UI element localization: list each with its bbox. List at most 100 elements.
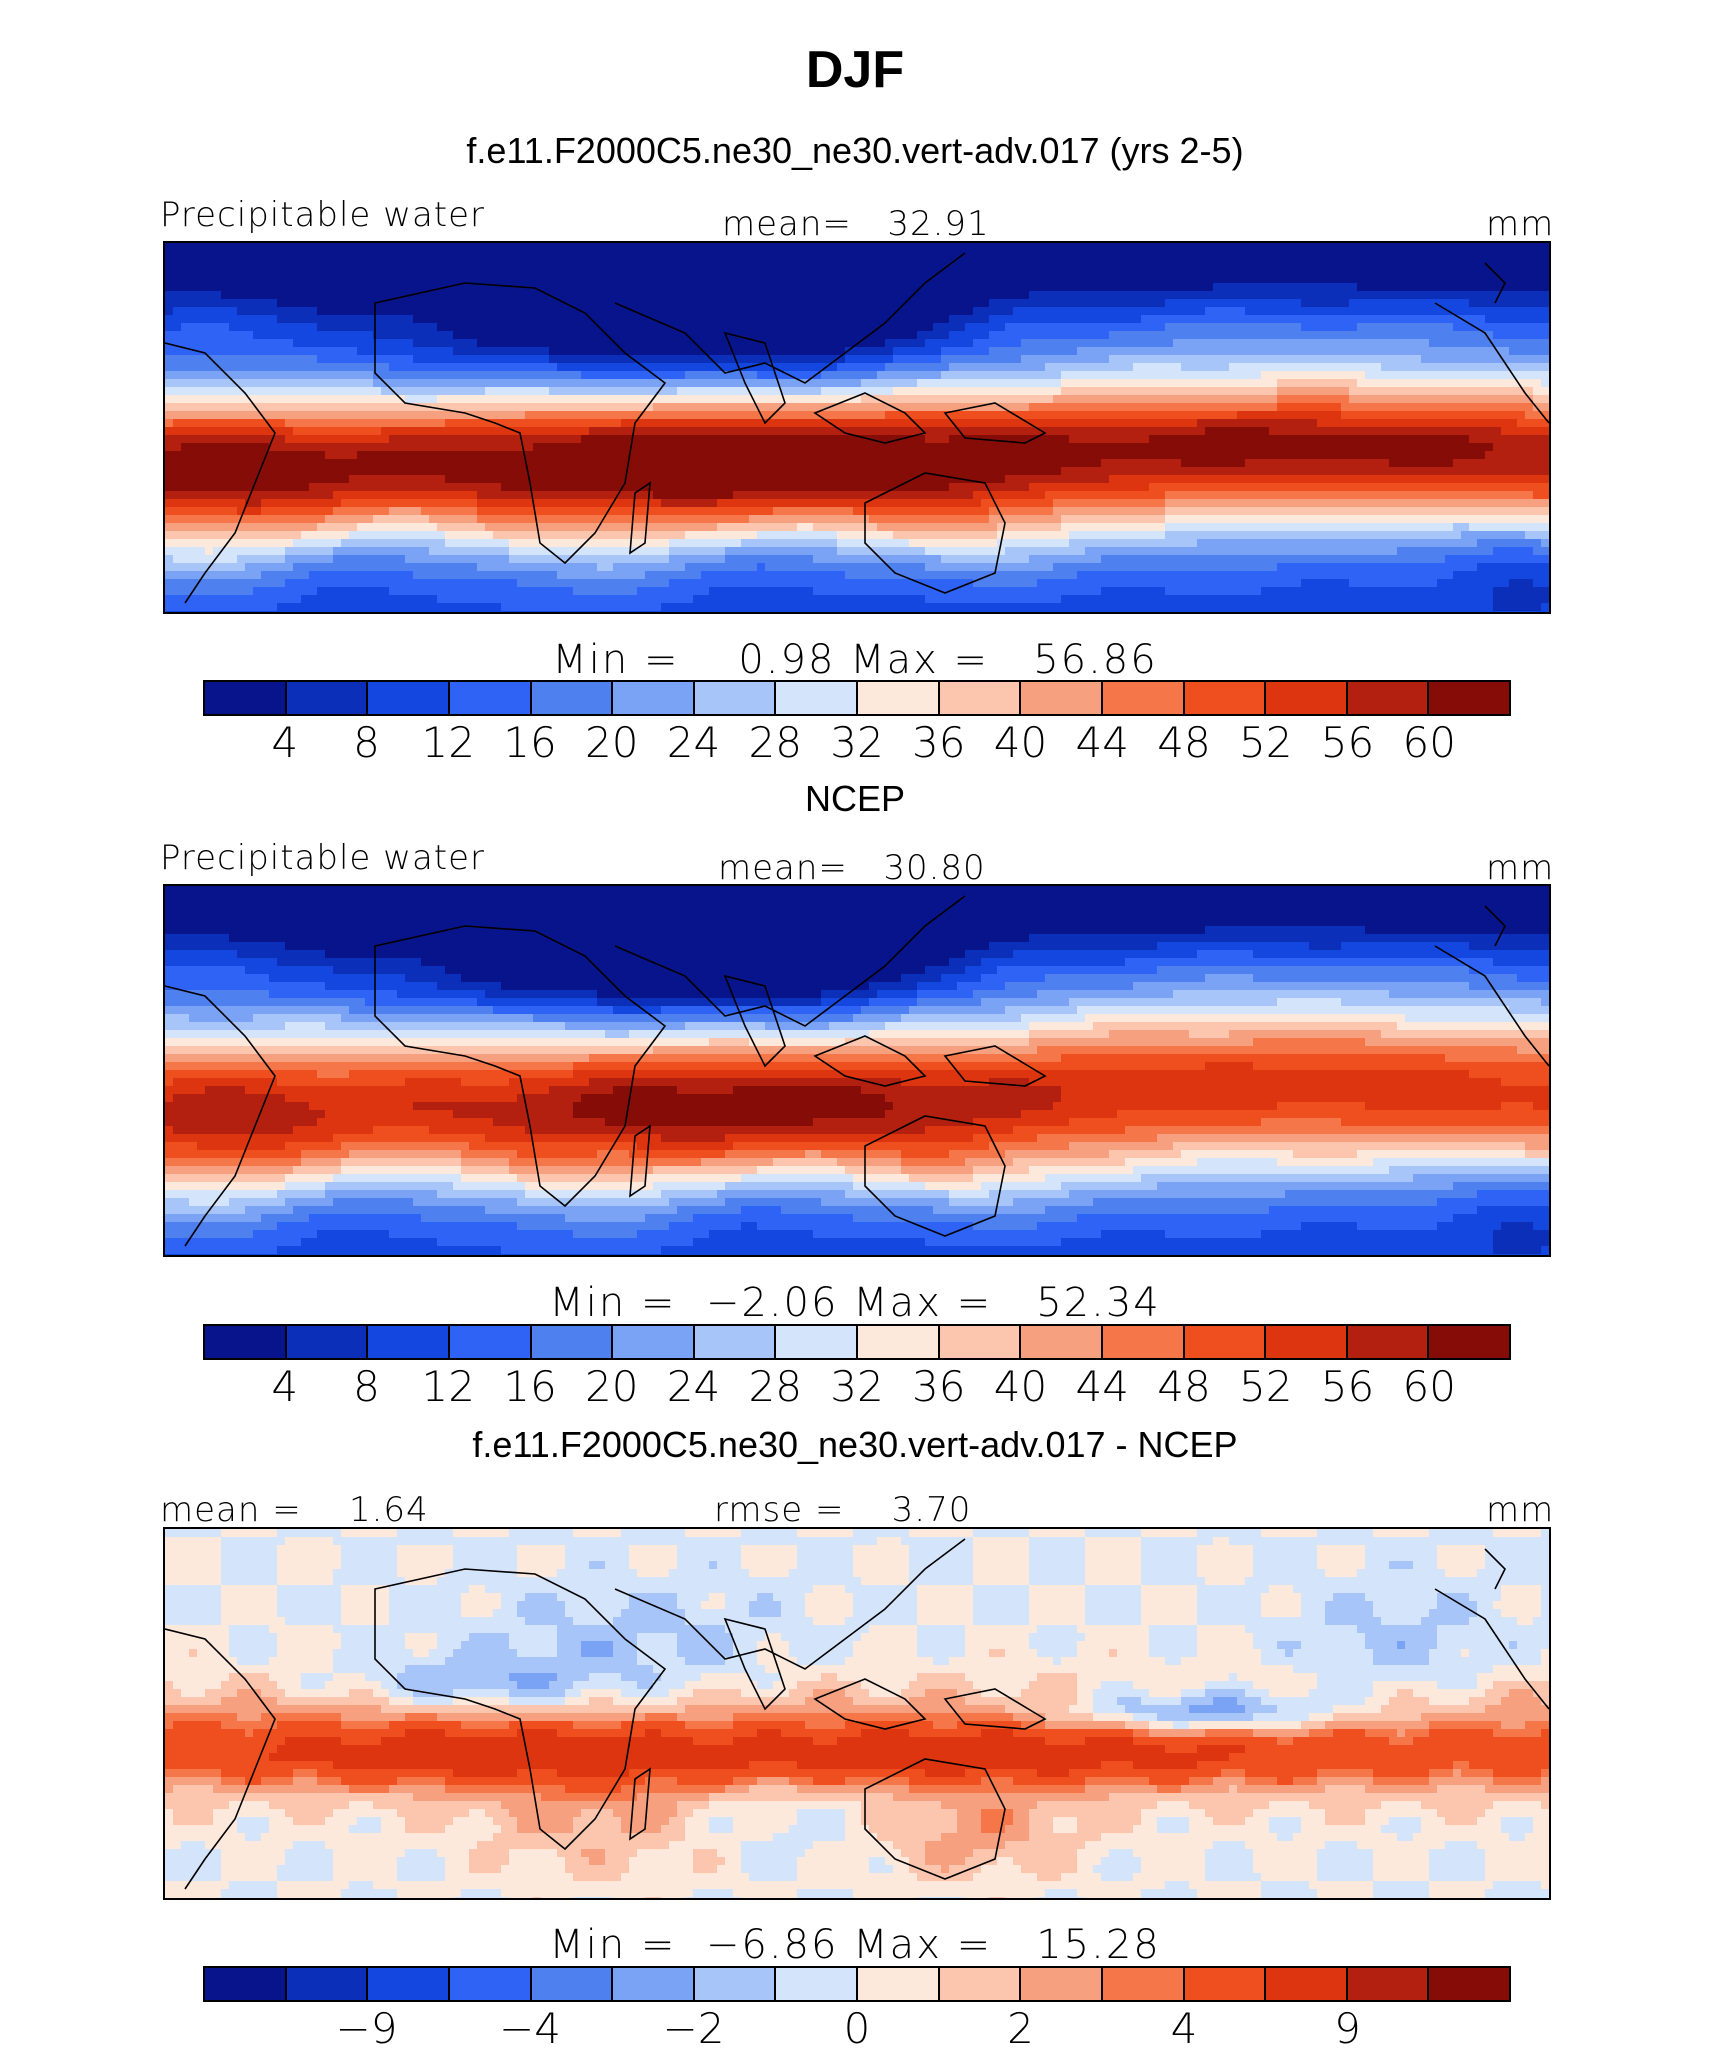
colorbar-swatch [368, 682, 450, 714]
panel-3-rmse-label: rmse = 3.70 [714, 1490, 971, 1530]
colorbar-tick-label: 36 [912, 718, 965, 767]
colorbar-tick-label: 40 [994, 1362, 1047, 1411]
panel-1-mean-label: mean= 32.91 [722, 204, 990, 244]
colorbar-swatch [1102, 1326, 1185, 1358]
panel-2-minmax: Min = −2.06 Max = 52.34 [0, 1280, 1710, 1326]
panel-2-colorbar [203, 1324, 1511, 1360]
colorbar-swatch [286, 682, 369, 714]
colorbar-tick-label: 48 [1157, 718, 1210, 767]
colorbar-swatch [205, 1968, 287, 2000]
colorbar-swatch [1184, 1326, 1267, 1358]
colorbar-tick-label: 56 [1321, 1362, 1374, 1411]
panel-1-variable-label: Precipitable water [160, 195, 485, 235]
panel-3-mean-label: mean = 1.64 [160, 1490, 429, 1530]
colorbar-swatch [368, 1968, 450, 2000]
panel-1-minmax: Min = 0.98 Max = 56.86 [0, 637, 1710, 683]
colorbar-swatch [1429, 1326, 1509, 1358]
colorbar-tick-label: 36 [912, 1362, 965, 1411]
colorbar-tick-label: 56 [1321, 718, 1374, 767]
colorbar-swatch [776, 682, 858, 714]
colorbar-tick-label: 44 [1076, 1362, 1129, 1411]
panel-2-colorbar-labels: 4 8 12 16 20 24 28 32 36 40 44 48 52 56 60 [203, 1362, 1511, 1411]
colorbar-swatch [694, 1968, 777, 2000]
colorbar-swatch [939, 1326, 1022, 1358]
colorbar-tick-label: 52 [1239, 718, 1292, 767]
colorbar-swatch [858, 1326, 940, 1358]
panel-2-units-label: mm [1486, 848, 1554, 888]
colorbar-tick-label: −2 [663, 2004, 725, 2053]
colorbar-swatch [286, 1326, 369, 1358]
colorbar-swatch [613, 1968, 695, 2000]
colorbar-tick-label: 44 [1076, 718, 1129, 767]
colorbar-swatch [531, 1326, 614, 1358]
colorbar-tick-label: 16 [503, 1362, 556, 1411]
colorbar-swatch [205, 1326, 287, 1358]
colorbar-swatch [1021, 1326, 1103, 1358]
colorbar-tick-label: 24 [667, 718, 720, 767]
colorbar-swatch [613, 682, 695, 714]
colorbar-swatch [1347, 1326, 1430, 1358]
panel-1-map [163, 241, 1551, 614]
colorbar-tick-label: 60 [1403, 718, 1456, 767]
colorbar-swatch [1021, 682, 1103, 714]
colorbar-swatch [694, 682, 777, 714]
colorbar-tick-label: −9 [336, 2004, 398, 2053]
figure-title: DJF [0, 40, 1710, 100]
colorbar-tick-label: 20 [585, 718, 638, 767]
colorbar-tick-label: 32 [830, 718, 883, 767]
colorbar-swatch [694, 1326, 777, 1358]
panel-3-colorbar [203, 1966, 1511, 2002]
colorbar-tick-label: 0 [844, 2004, 871, 2053]
colorbar-tick-label: −4 [499, 2004, 561, 2053]
colorbar-swatch [858, 682, 940, 714]
colorbar-swatch [1021, 1968, 1103, 2000]
colorbar-swatch [531, 682, 614, 714]
panel-3-map [163, 1527, 1551, 1900]
panel-1-title: f.e11.F2000C5.ne30_ne30.vert-adv.017 (yr… [0, 130, 1710, 172]
panel-2-variable-label: Precipitable water [160, 838, 485, 878]
colorbar-tick-label: 8 [353, 1362, 380, 1411]
colorbar-swatch [1429, 682, 1509, 714]
colorbar-swatch [368, 1326, 450, 1358]
colorbar-tick-label: 48 [1157, 1362, 1210, 1411]
colorbar-swatch [939, 682, 1022, 714]
colorbar-swatch [1266, 1968, 1348, 2000]
panel-1-colorbar [203, 680, 1511, 716]
panel-1-colorbar-labels: 4 8 12 16 20 24 28 32 36 40 44 48 52 56 60 [203, 718, 1511, 767]
colorbar-swatch [286, 1968, 369, 2000]
colorbar-swatch [1347, 1968, 1430, 2000]
panel-2-map [163, 884, 1551, 1257]
colorbar-tick-label: 9 [1334, 2004, 1361, 2053]
colorbar-swatch [449, 1326, 532, 1358]
colorbar-tick-label: 4 [1171, 2004, 1198, 2053]
colorbar-tick-label: 32 [830, 1362, 883, 1411]
colorbar-swatch [1102, 682, 1185, 714]
colorbar-swatch [1102, 1968, 1185, 2000]
panel-3-title: f.e11.F2000C5.ne30_ne30.vert-adv.017 - N… [0, 1424, 1710, 1466]
colorbar-tick-label: 40 [994, 718, 1047, 767]
colorbar-tick-label: 4 [271, 1362, 298, 1411]
colorbar-swatch [1429, 1968, 1509, 2000]
colorbar-tick-label: 28 [749, 718, 802, 767]
colorbar-tick-label: 16 [503, 718, 556, 767]
colorbar-swatch [858, 1968, 940, 2000]
colorbar-swatch [939, 1968, 1022, 2000]
colorbar-tick-label: 12 [422, 1362, 475, 1411]
colorbar-swatch [613, 1326, 695, 1358]
colorbar-swatch [776, 1968, 858, 2000]
colorbar-swatch [776, 1326, 858, 1358]
colorbar-swatch [1184, 682, 1267, 714]
colorbar-swatch [449, 1968, 532, 2000]
colorbar-tick-label: 4 [271, 718, 298, 767]
colorbar-swatch [531, 1968, 614, 2000]
colorbar-tick-label: 2 [1007, 2004, 1034, 2053]
colorbar-swatch [1266, 682, 1348, 714]
colorbar-tick-label: 8 [353, 718, 380, 767]
colorbar-tick-label: 52 [1239, 1362, 1292, 1411]
colorbar-tick-label: 20 [585, 1362, 638, 1411]
colorbar-swatch [449, 682, 532, 714]
panel-3-minmax: Min = −6.86 Max = 15.28 [0, 1922, 1710, 1968]
colorbar-tick-label: 60 [1403, 1362, 1456, 1411]
colorbar-swatch [1347, 682, 1430, 714]
colorbar-swatch [1184, 1968, 1267, 2000]
